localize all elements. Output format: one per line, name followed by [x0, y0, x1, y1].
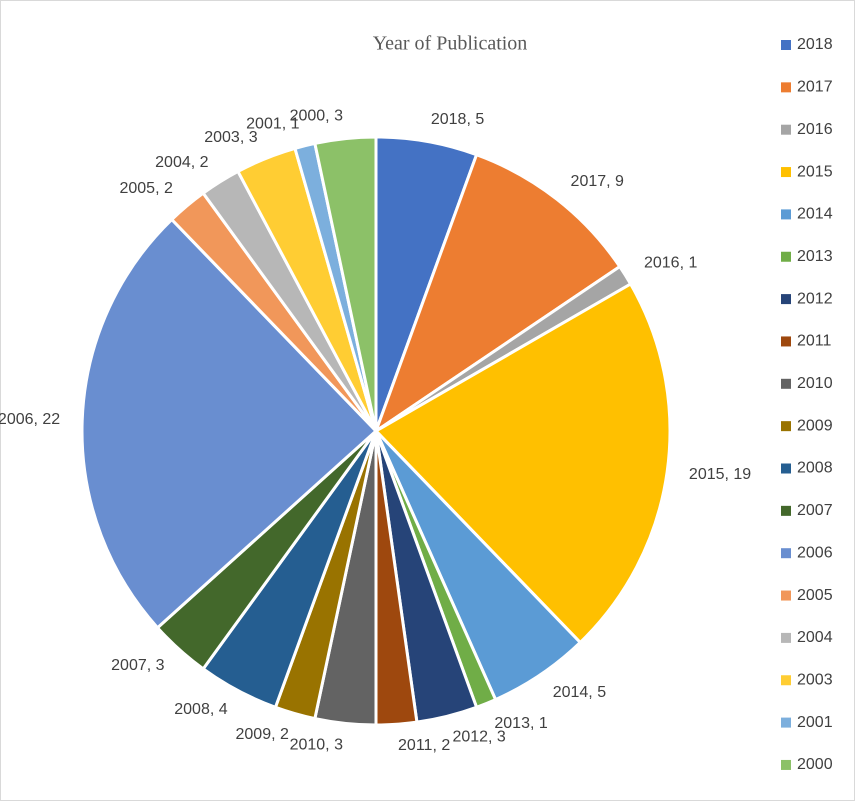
data-label-value: 3	[334, 108, 343, 125]
legend-swatch	[781, 675, 791, 686]
data-label-category: 2000	[290, 108, 326, 125]
legend-label: 2003	[797, 671, 833, 688]
legend-label: 2017	[797, 79, 833, 96]
data-label-value: 3	[334, 736, 343, 753]
data-label-value: 3	[497, 729, 506, 746]
data-label-category: 2017	[571, 173, 607, 190]
data-label-category: 2013	[494, 715, 530, 732]
data-label-category: 2012	[452, 729, 488, 746]
legend-label: 2011	[797, 333, 832, 350]
pie-slice	[313, 135, 378, 432]
data-label-value: 5	[475, 111, 484, 128]
pie-slice	[80, 217, 379, 630]
data-label-value: 9	[615, 173, 624, 190]
legend-swatch	[781, 294, 791, 305]
data-label: 2009, 2	[236, 726, 289, 743]
legend-swatch	[781, 124, 791, 135]
legend-swatch	[781, 759, 791, 770]
data-label: 2017, 9	[571, 173, 624, 190]
legend-label: 2015	[797, 163, 833, 180]
data-label-category: 2006	[0, 411, 34, 428]
legend-swatch	[781, 548, 791, 559]
data-label: 2006, 22	[0, 411, 60, 428]
legend-label: 2012	[797, 290, 833, 307]
legend-label: 2008	[797, 460, 833, 477]
data-label-value: 19	[733, 466, 751, 483]
data-label-category: 2010	[290, 736, 326, 753]
legend-label: 2006	[797, 544, 833, 561]
legend-swatch	[781, 463, 791, 474]
data-label: 2005, 2	[119, 180, 172, 197]
legend-swatch	[781, 336, 791, 347]
data-label-category: 2004	[155, 154, 191, 171]
data-label-value: 2	[200, 154, 209, 171]
data-label-category: 2018	[431, 111, 467, 128]
legend-label: 2001	[797, 714, 833, 731]
data-label-value: 2	[164, 180, 173, 197]
data-label-value: 5	[597, 684, 606, 701]
data-label: 2010, 3	[290, 736, 343, 753]
legend-swatch	[781, 421, 791, 432]
data-label-category: 2009	[236, 726, 272, 743]
legend-swatch	[781, 167, 791, 178]
data-label-value: 1	[688, 255, 697, 272]
legend-label: 2013	[797, 248, 833, 265]
data-label-value: 3	[249, 129, 258, 146]
legend-label: 2014	[797, 206, 833, 223]
data-label: 2014, 5	[553, 684, 606, 701]
data-label-value: 2	[280, 726, 289, 743]
data-label-category: 2015	[689, 466, 725, 483]
legend-swatch	[781, 82, 791, 93]
data-label: 2013, 1	[494, 715, 547, 732]
legend-label: 2009	[797, 417, 833, 434]
data-label: 2016, 1	[644, 255, 697, 272]
data-label-value: 2	[441, 737, 450, 754]
legend-swatch	[781, 378, 791, 389]
data-label-category: 2016	[644, 255, 680, 272]
legend-label: 2005	[797, 587, 833, 604]
data-label: 2001, 1	[246, 116, 299, 133]
legend-label: 2018	[797, 36, 833, 53]
legend-label: 2010	[797, 375, 833, 392]
data-label-category: 2007	[111, 657, 147, 674]
legend-swatch	[781, 590, 791, 601]
chart-title: Year of Publication	[373, 33, 528, 55]
data-label-category: 2003	[204, 129, 240, 146]
legend-label: 2004	[797, 629, 833, 646]
data-label-value: 1	[291, 116, 300, 133]
data-label-category: 2005	[119, 180, 155, 197]
legend-swatch	[781, 209, 791, 220]
legend-label: 2016	[797, 121, 833, 138]
pie-slice	[373, 152, 622, 435]
data-label: 2008, 4	[174, 701, 227, 718]
data-label: 2003, 3	[204, 129, 257, 146]
pie-slice	[373, 281, 672, 645]
data-label: 2000, 3	[290, 108, 343, 125]
data-label: 2018, 5	[431, 111, 484, 128]
legend-swatch	[781, 717, 791, 728]
data-label: 2007, 3	[111, 657, 164, 674]
data-label-value: 4	[219, 701, 228, 718]
legend-swatch	[781, 40, 791, 50]
legend-swatch	[781, 632, 791, 643]
legend-swatch	[781, 251, 791, 262]
data-label: 2004, 2	[155, 154, 208, 171]
data-label: 2011, 2	[398, 737, 450, 754]
data-label-category: 2008	[174, 701, 210, 718]
data-label: 2015, 19	[689, 466, 751, 483]
data-label-category: 2001	[246, 116, 282, 133]
data-label-value: 3	[156, 657, 165, 674]
legend-label: 2007	[797, 502, 833, 519]
data-label-category: 2014	[553, 684, 589, 701]
data-label: 2012, 3	[452, 729, 505, 746]
data-label-value: 1	[539, 715, 548, 732]
legend-label: 2000	[797, 756, 833, 773]
legend-swatch	[781, 505, 791, 516]
data-label-category: 2011	[398, 737, 433, 754]
data-label-value: 22	[42, 411, 60, 428]
